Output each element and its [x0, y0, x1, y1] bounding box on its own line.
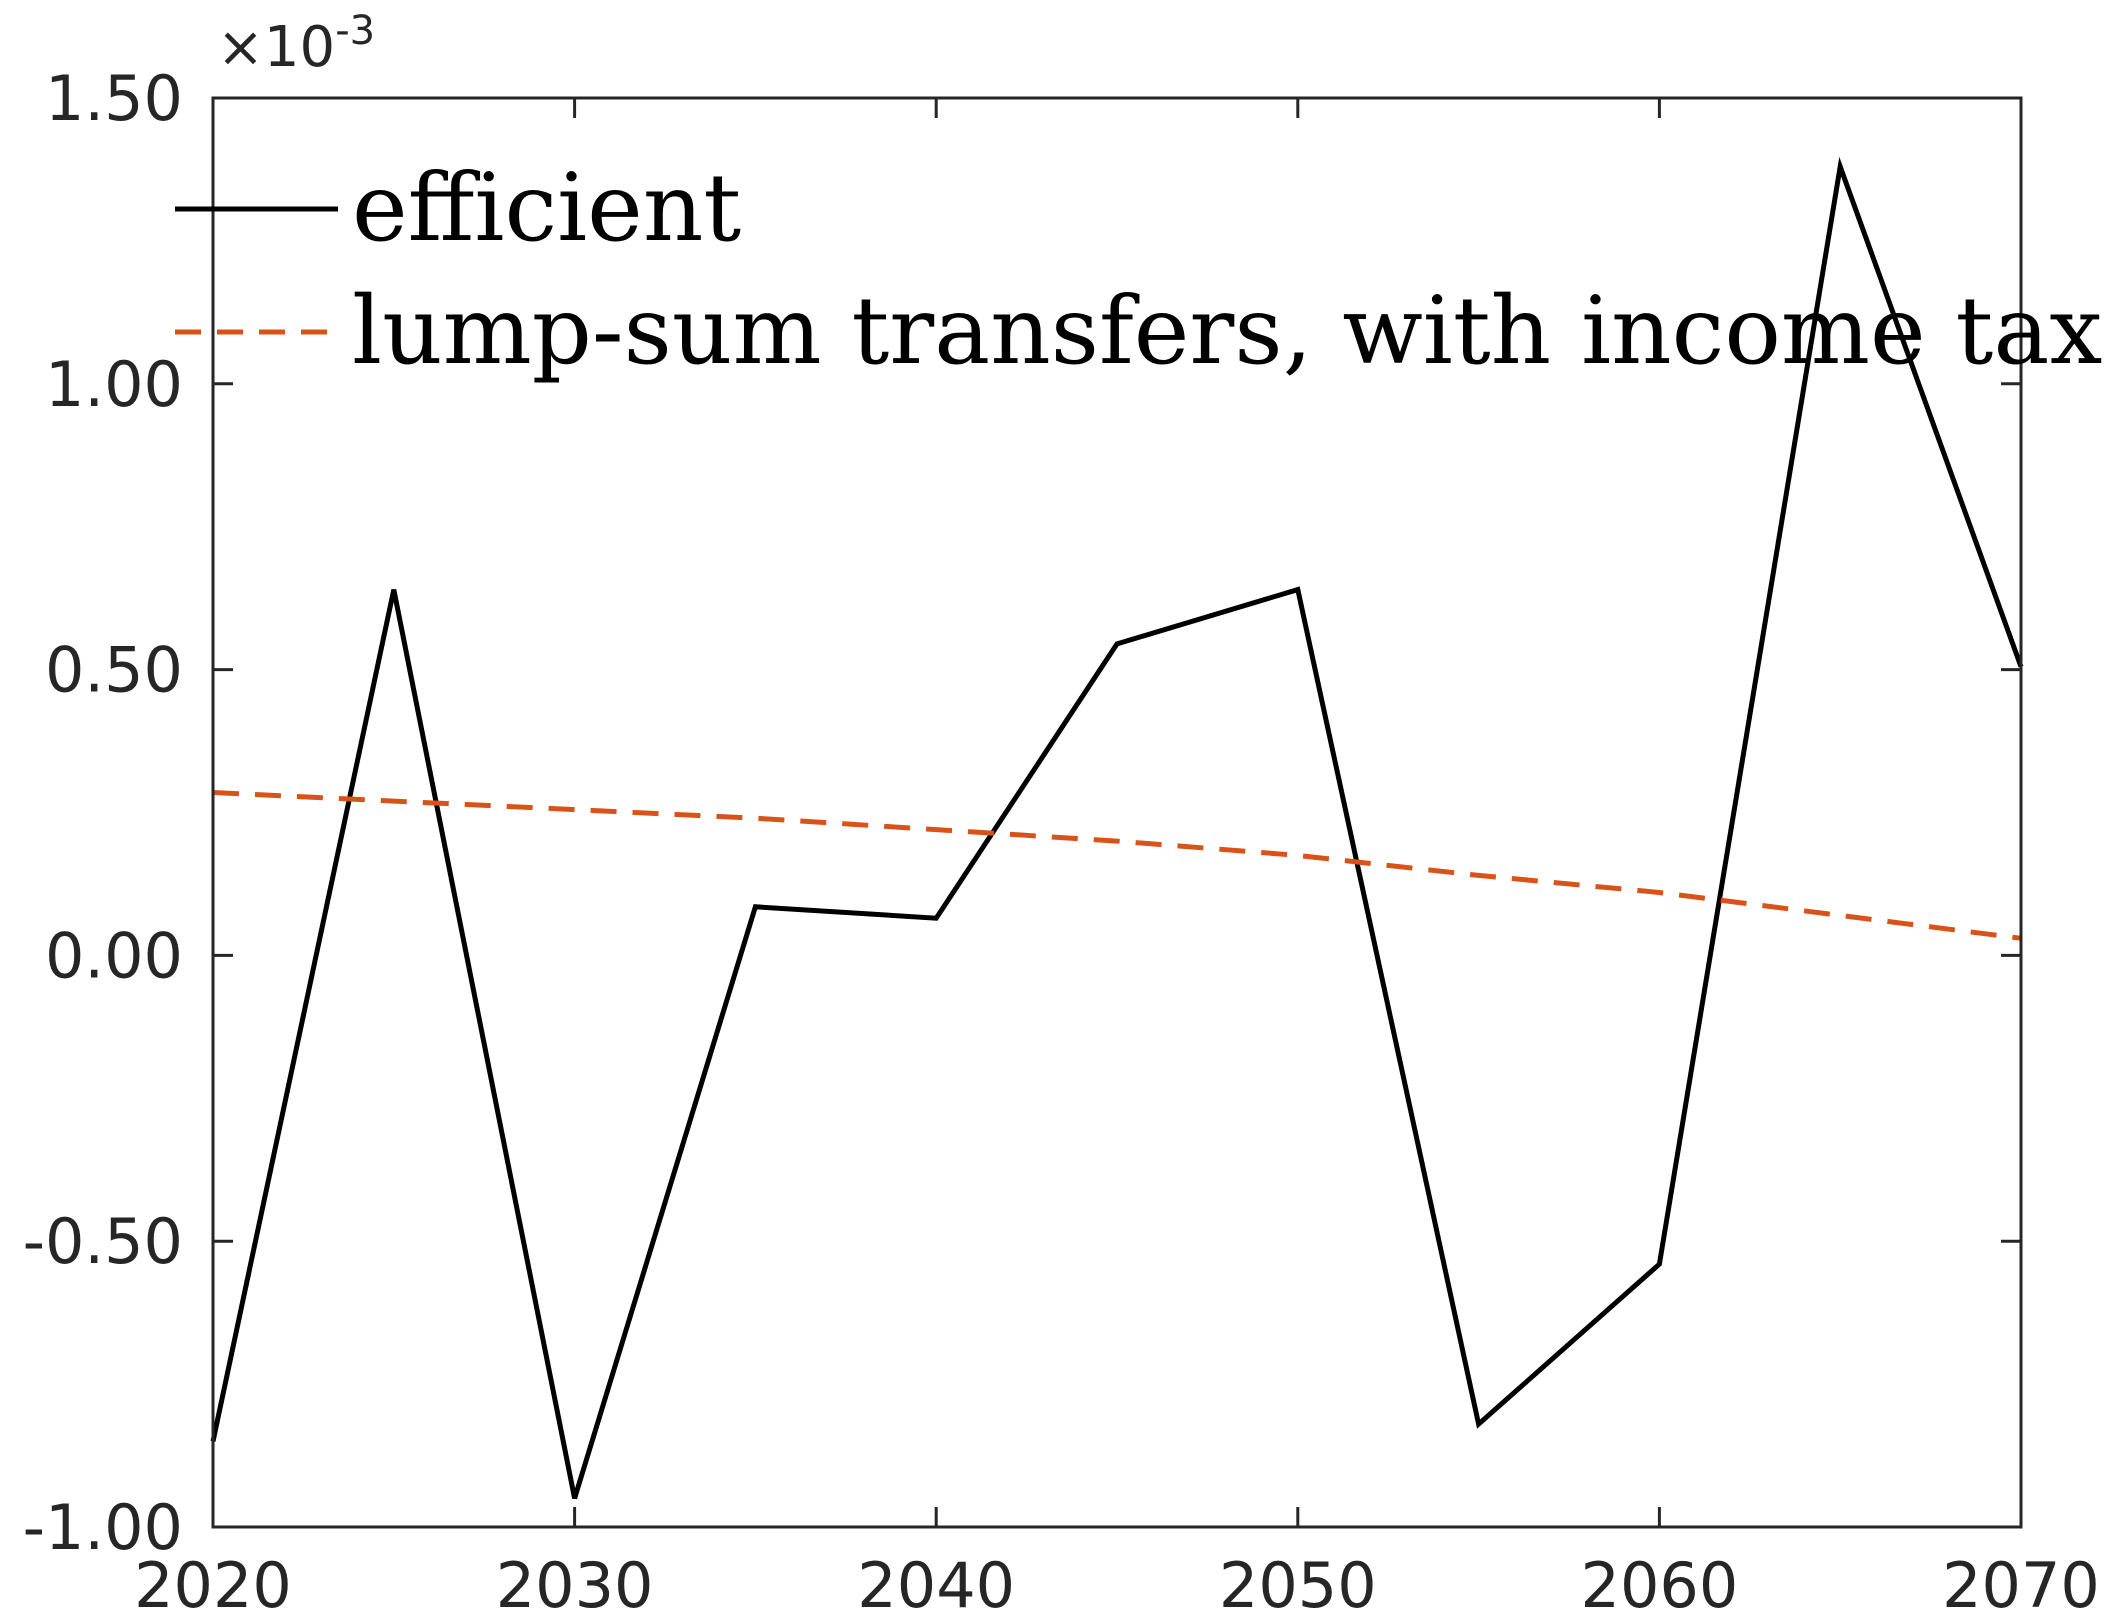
y-tick-label: -0.50	[23, 1205, 183, 1278]
y-tick-label: 1.00	[45, 348, 183, 421]
x-tick-label: 2070	[1942, 1549, 2100, 1622]
axes-box	[211, 96, 2023, 1529]
x-tick-label: 2040	[857, 1549, 1015, 1622]
x-tick-label: 2020	[134, 1549, 292, 1622]
y-tick-label: -1.00	[23, 1491, 183, 1564]
y-axis-exponent-label: ×10-3	[217, 8, 375, 80]
y-tick-label: 1.50	[45, 62, 183, 135]
series-group	[210, 156, 2024, 1500]
y-tick-label: 0.00	[45, 919, 183, 992]
y-tick-label: 0.50	[45, 634, 183, 707]
series-line-efficient	[210, 156, 2024, 1500]
x-tick-label: 2050	[1219, 1549, 1377, 1622]
series-line-lump-sum-transfers-with-income-tax	[212, 790, 2022, 941]
legend-label: efficient	[352, 154, 741, 263]
x-tick-label: 2060	[1581, 1549, 1739, 1622]
tick-group: 2020 2030 2040 2050 2060 2070 -1.00 -0.50 0.00 0.…	[23, 62, 2100, 1622]
legend: efficient lump-sum transfers, with income…	[175, 154, 2102, 386]
x-tick-label: 2030	[496, 1549, 654, 1622]
legend-label: lump-sum transfers, with income tax	[352, 277, 2102, 386]
